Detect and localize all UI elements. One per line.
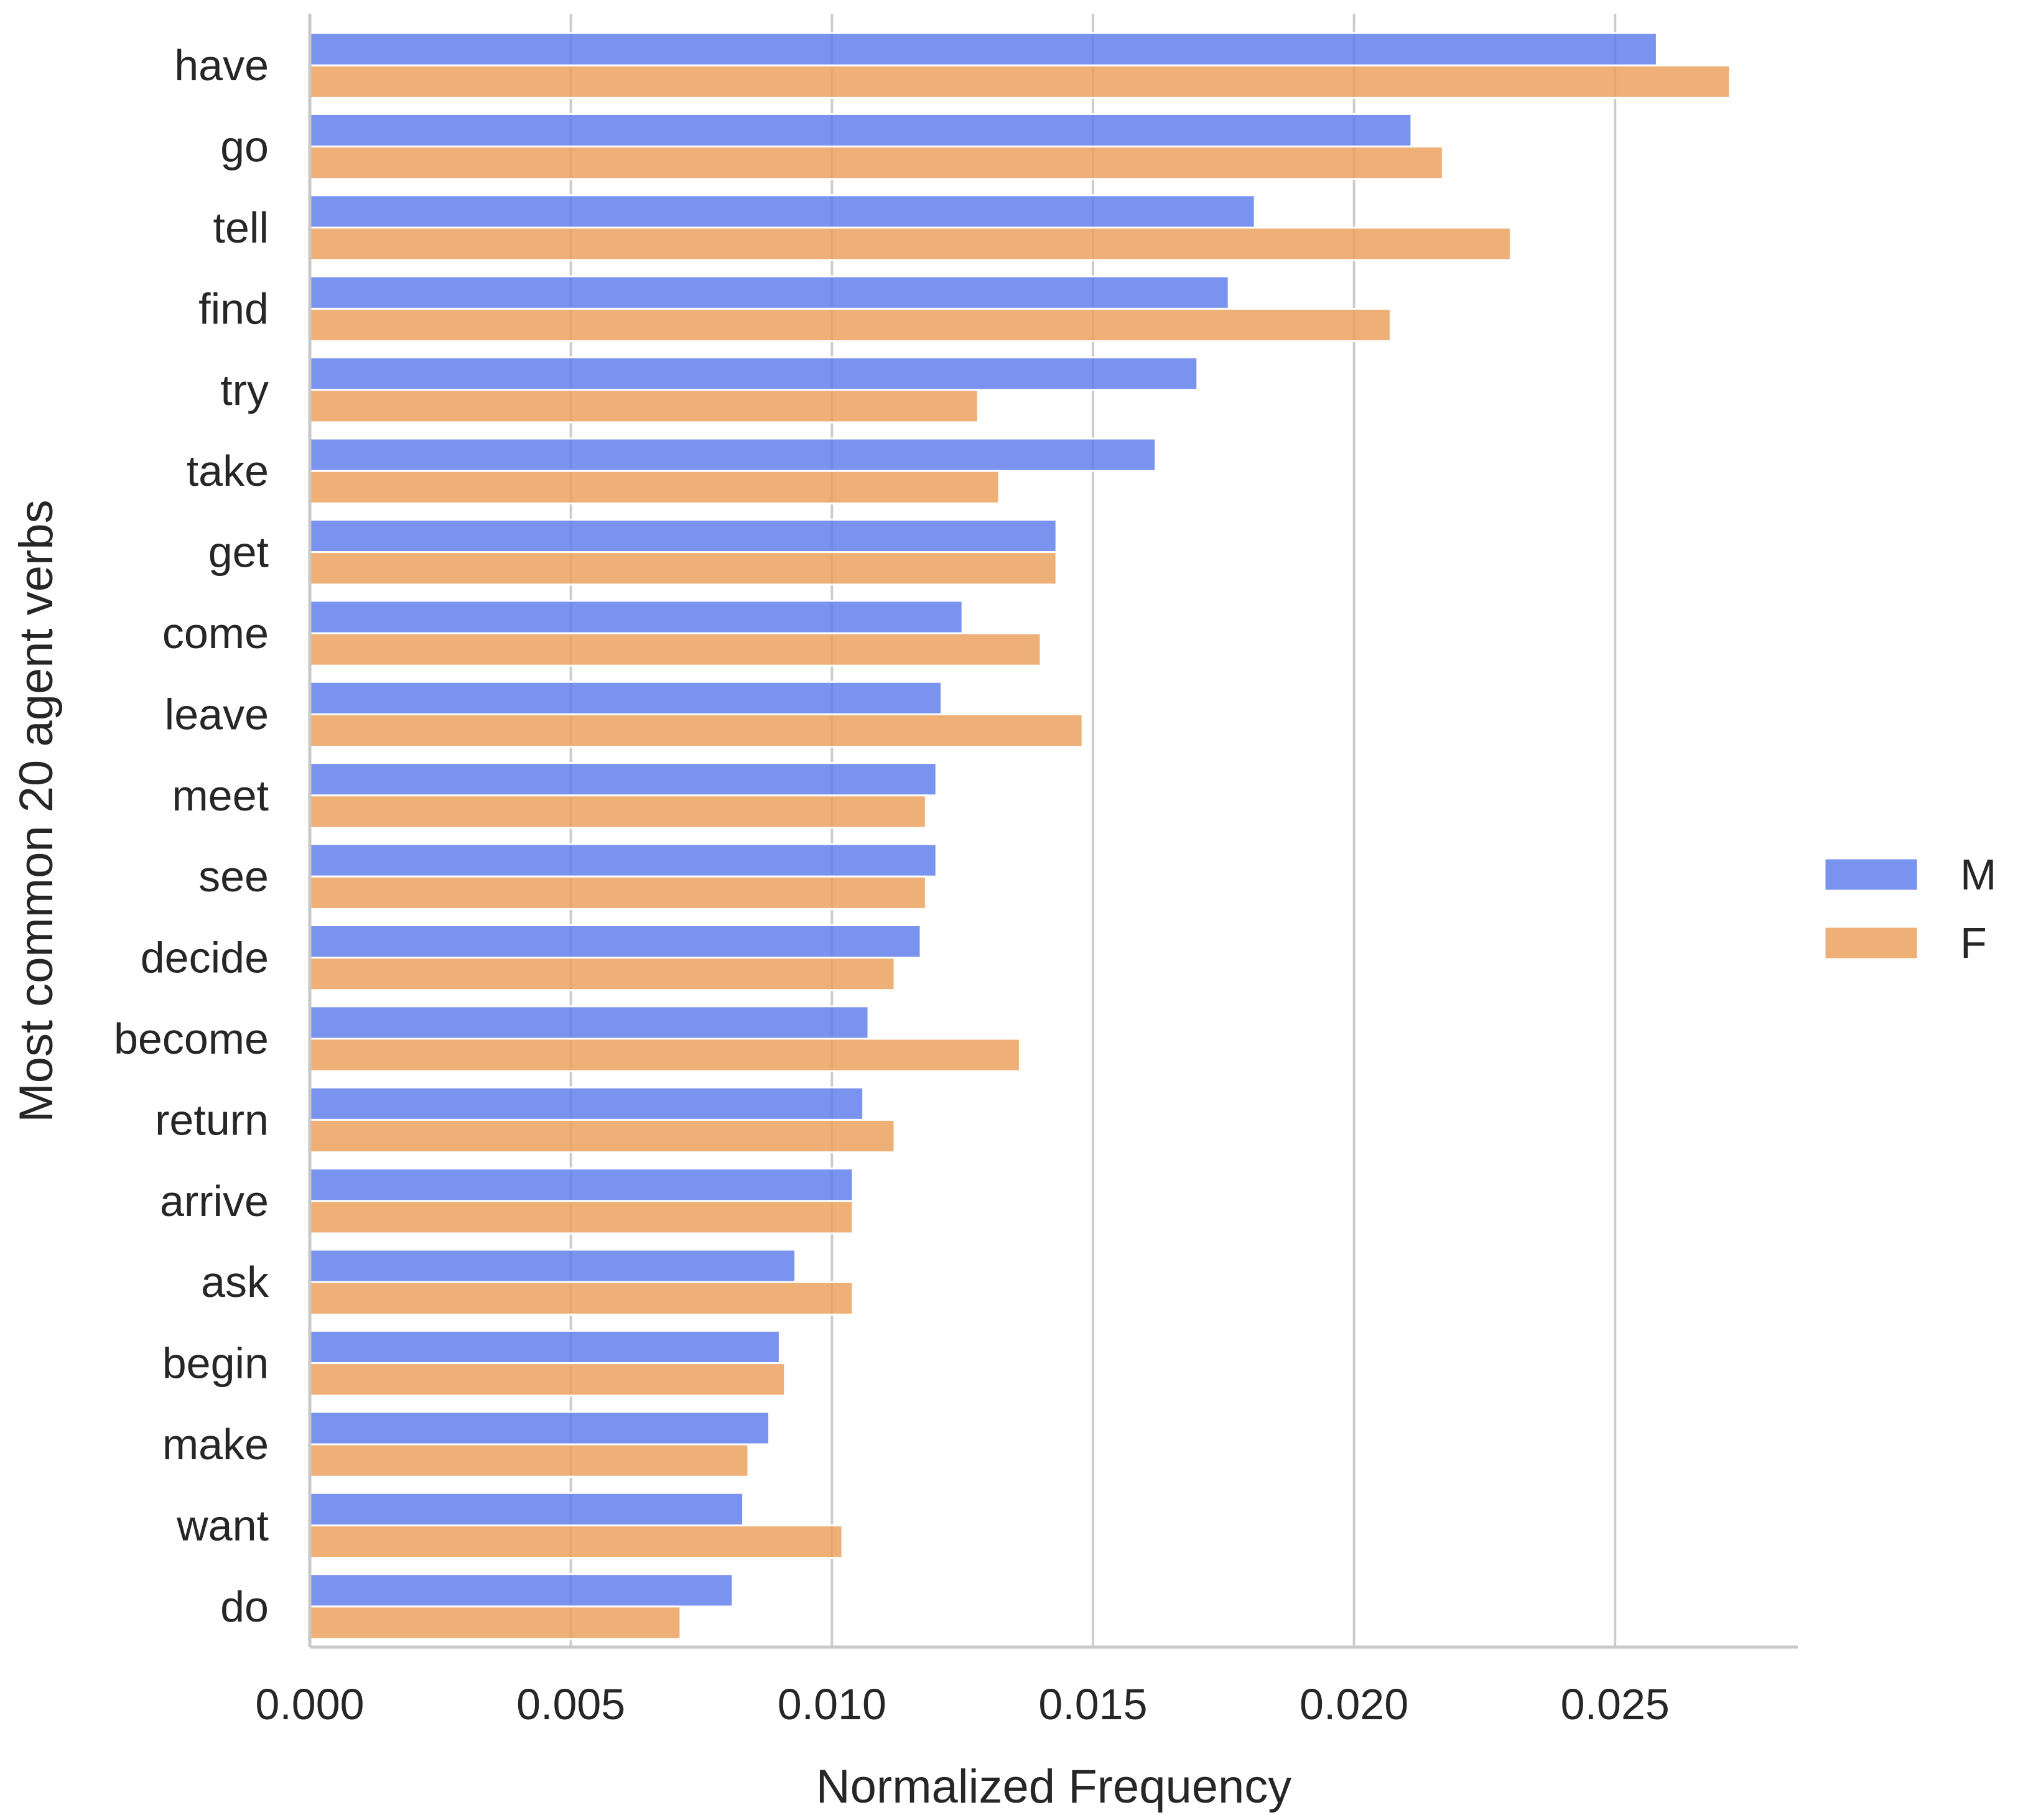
bar-m-see [309, 843, 937, 878]
legend-label-m: M [1960, 850, 1996, 899]
x-tick-label: 0.020 [1300, 1680, 1408, 1729]
x-tick-label: 0.025 [1561, 1680, 1670, 1729]
bar-m-tell [309, 194, 1256, 229]
y-tick-label-do: do [220, 1582, 269, 1631]
y-tick-label-leave: leave [165, 690, 269, 738]
bar-f-decide [309, 957, 896, 991]
bar-m-make [309, 1411, 771, 1446]
axes [308, 14, 1798, 1649]
bar-f-get [309, 551, 1058, 586]
x-tick-label: 0.010 [778, 1680, 886, 1729]
y-tick-label-tell: tell [213, 203, 269, 252]
y-tick-label-meet: meet [172, 771, 269, 820]
y-tick-label-have: have [174, 41, 269, 90]
bar-f-leave [309, 713, 1084, 748]
y-tick-label-get: get [208, 528, 269, 577]
bar-f-meet [309, 794, 927, 829]
bar-m-do [309, 1573, 734, 1608]
bar-f-return [309, 1118, 896, 1154]
y-tick-label-ask: ask [201, 1258, 269, 1306]
bar-m-go [309, 113, 1413, 148]
bar-m-meet [309, 762, 937, 797]
bar-m-want [309, 1492, 745, 1526]
bar-m-have [309, 32, 1658, 67]
bar-f-ask [309, 1281, 854, 1316]
x-tick-label: 0.005 [516, 1680, 625, 1729]
y-axis-label: Most common 20 agent verbs [10, 499, 63, 1122]
bar-m-try [309, 356, 1199, 391]
y-tick-label-decide: decide [141, 934, 269, 982]
bar-m-take [309, 437, 1157, 472]
bar-f-have [309, 64, 1731, 99]
y-tick-label-see: see [198, 852, 269, 901]
y-tick-label-go: go [220, 123, 269, 171]
bar-f-want [309, 1524, 844, 1559]
bar-m-return [309, 1086, 865, 1121]
bar-m-find [309, 275, 1230, 310]
bar-f-begin [309, 1362, 786, 1397]
y-tick-label-want: want [176, 1501, 269, 1549]
x-tick-label: 0.015 [1038, 1680, 1147, 1729]
y-tick-label-find: find [198, 284, 269, 333]
bar-f-come [309, 632, 1042, 667]
y-tick-label-become: become [114, 1014, 269, 1063]
bar-f-go [309, 146, 1444, 180]
bar-f-make [309, 1443, 750, 1478]
legend: MF [1823, 850, 1996, 967]
bar-f-try [309, 389, 979, 424]
bar-m-leave [309, 680, 943, 715]
x-axis-label: Normalized Frequency [816, 1760, 1292, 1813]
bar-m-begin [309, 1329, 781, 1365]
bar-f-arrive [309, 1200, 854, 1235]
y-tick-label-come: come [162, 609, 269, 657]
x-tick-label: 0.000 [255, 1680, 364, 1729]
y-tick-label-try: try [220, 366, 269, 414]
legend-swatch-f [1823, 926, 1919, 960]
bar-m-get [309, 518, 1058, 554]
bar-f-find [309, 307, 1392, 343]
bars [309, 32, 1731, 1640]
y-tick-label-make: make [162, 1420, 269, 1469]
bar-f-do [309, 1605, 682, 1640]
legend-swatch-m [1823, 857, 1919, 892]
bar-m-arrive [309, 1168, 854, 1202]
bar-f-become [309, 1038, 1021, 1072]
legend-label-f: F [1960, 919, 1987, 967]
bar-f-tell [309, 226, 1512, 261]
tick-labels: 0.000 0.005 0.010 0.015 0.020 0.025 have go tell… [114, 41, 1670, 1729]
bar-f-see [309, 875, 927, 910]
bar-f-take [309, 470, 1000, 504]
y-tick-label-return: return [155, 1095, 269, 1144]
y-tick-label-begin: begin [162, 1339, 269, 1388]
y-tick-label-take: take [187, 447, 269, 495]
bar-m-become [309, 1005, 870, 1040]
y-tick-label-arrive: arrive [160, 1177, 269, 1225]
bar-m-ask [309, 1248, 797, 1283]
bar-m-come [309, 600, 964, 634]
bar-m-decide [309, 924, 922, 959]
